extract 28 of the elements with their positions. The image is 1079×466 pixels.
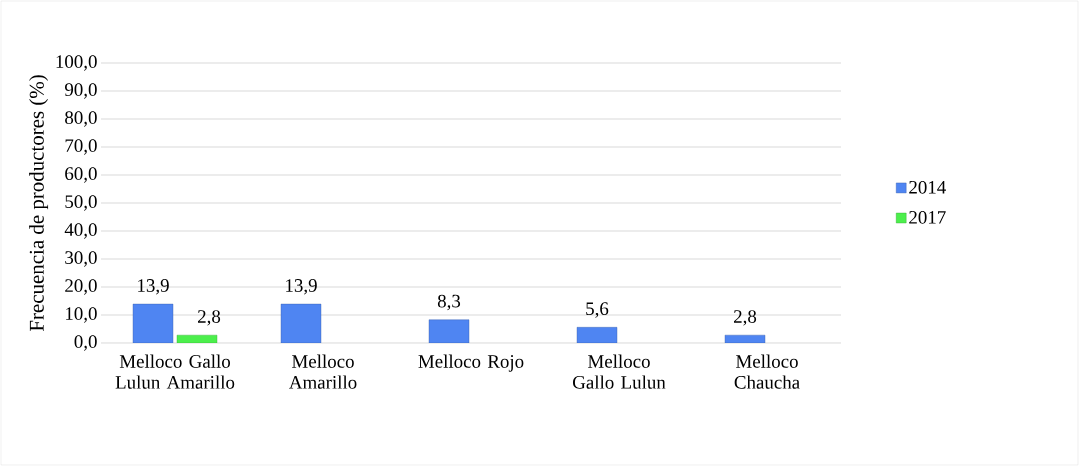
y-tick-label: 100,0: [56, 55, 97, 71]
x-tick-label: Melloco Amarillo: [289, 354, 357, 389]
y-tick-label: 40,0: [64, 223, 97, 239]
data-label: 5,6: [586, 302, 609, 318]
y-tick-label: 20,0: [65, 279, 97, 295]
y-axis-title: Frecuencia de productores (%): [29, 75, 49, 332]
x-tick-label: Melloco Chaucha: [734, 354, 800, 389]
data-label: 13,9: [138, 279, 169, 295]
data-label: 2,8: [734, 310, 757, 326]
x-tick-label: Melloco Gallo Lulun Amarillo: [115, 354, 235, 389]
data-label: 2,8: [198, 310, 221, 326]
x-tick-label: Melloco Rojo: [418, 354, 524, 372]
y-tick-label: 70,0: [65, 139, 97, 155]
legend-label: 2014: [909, 180, 946, 194]
data-label: 8,3: [437, 294, 461, 311]
y-tick-label: 10,0: [66, 307, 97, 323]
y-tick-label: 80,0: [65, 111, 97, 127]
y-tick-label: 50,0: [65, 195, 97, 211]
y-tick-label: 0,0: [74, 335, 97, 351]
bar: [428, 319, 470, 343]
bar: [132, 303, 174, 343]
data-label: 13,9: [286, 279, 317, 295]
legend-label: 2017: [909, 210, 946, 224]
bar: [280, 303, 322, 343]
y-tick-label: 30,0: [65, 251, 97, 267]
y-tick-label: 90,0: [64, 83, 97, 99]
y-tick-label: 60,0: [65, 167, 97, 183]
x-tick-label: Melloco Gallo Lulun: [573, 354, 666, 389]
